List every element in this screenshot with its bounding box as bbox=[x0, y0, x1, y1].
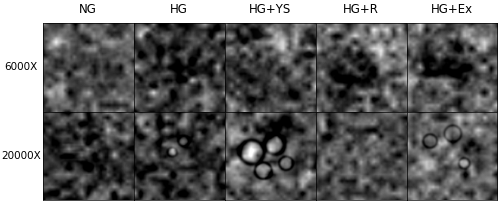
Text: HG+YS: HG+YS bbox=[249, 3, 291, 16]
Text: 20000X: 20000X bbox=[2, 151, 41, 161]
Text: HG: HG bbox=[170, 3, 188, 16]
Text: 6000X: 6000X bbox=[4, 62, 38, 73]
Text: NG: NG bbox=[79, 3, 97, 16]
Text: HG+Ex: HG+Ex bbox=[431, 3, 473, 16]
Text: HG+R: HG+R bbox=[343, 3, 379, 16]
